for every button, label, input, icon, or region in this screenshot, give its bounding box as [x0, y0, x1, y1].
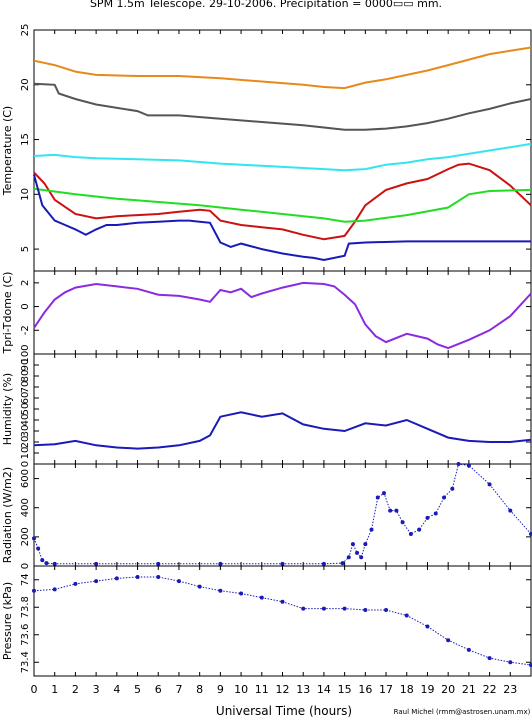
data-point	[425, 624, 430, 629]
data-point	[433, 511, 438, 516]
x-tick-label: 19	[420, 683, 434, 696]
data-point	[36, 546, 41, 551]
x-tick-label: 14	[317, 683, 331, 696]
x-tick-label: 22	[483, 683, 497, 696]
data-point	[400, 520, 405, 525]
x-tick-label: 11	[255, 683, 269, 696]
series-line-cyan	[33, 142, 532, 172]
panel-1: -2 0 2 Tpri-Tdome (C)	[1, 270, 532, 355]
series-line-orange	[33, 46, 532, 90]
panel-4: 73.4 73.6 73.8 74 Pressure (kPa)	[1, 565, 532, 677]
credit-text: Raul Michel (rmm@astrosen.unam.mx)	[394, 708, 531, 716]
y-tick-label: 70	[20, 381, 31, 394]
y-tick-label: 73.8	[20, 596, 31, 618]
data-point	[52, 587, 57, 592]
x-tick-label: 5	[134, 683, 141, 696]
plot-frame	[33, 463, 532, 567]
y-tick-label: 20	[20, 436, 31, 449]
x-tick-label: 0	[31, 683, 38, 696]
data-point	[32, 588, 36, 593]
chart-title: SPM 1.5m Telescope. 29-10-2006. Precipit…	[90, 0, 442, 10]
x-tick-label: 7	[175, 683, 182, 696]
data-point	[114, 576, 119, 581]
y-tick-label: 90	[20, 359, 31, 372]
x-tick-label: 6	[155, 683, 162, 696]
panel-3: 0 200 400 600 Radiation (W/m2)	[1, 462, 532, 569]
data-point	[321, 561, 326, 566]
data-point	[176, 579, 181, 584]
x-tick-label: 15	[338, 683, 352, 696]
x-tick-label: 20	[441, 683, 455, 696]
y-tick-label: 74	[20, 573, 31, 586]
panel-0: 5 10 15 20 25 Temperature (C)	[1, 24, 532, 272]
series-trace-blue	[33, 576, 532, 666]
y-axis-label: Tpri-Tdome (C)	[1, 272, 14, 355]
data-point	[466, 647, 471, 652]
y-tick-label: 40	[20, 414, 31, 427]
series-line-purple	[33, 281, 532, 350]
y-tick-label: 25	[20, 24, 31, 37]
x-tick-label: 4	[113, 683, 120, 696]
data-point	[197, 584, 202, 589]
data-point	[135, 575, 140, 579]
data-point	[156, 561, 161, 566]
y-tick-label: 0	[20, 461, 31, 467]
y-tick-label: 15	[20, 133, 31, 146]
data-point	[425, 515, 430, 520]
y-tick-label: -2	[20, 325, 31, 335]
y-tick-label: 5	[20, 246, 31, 252]
data-point	[363, 542, 368, 547]
x-tick-label: 13	[296, 683, 310, 696]
x-tick-label: 8	[196, 683, 203, 696]
x-tick-label: 16	[358, 683, 372, 696]
plot-frame	[33, 565, 532, 677]
y-tick-label: 400	[20, 498, 31, 517]
x-tick-label: 1	[51, 683, 58, 696]
y-tick-label: 10	[20, 188, 31, 201]
y-tick-label: 30	[20, 425, 31, 438]
data-point	[156, 575, 161, 579]
y-tick-label: 2	[20, 280, 31, 286]
y-tick-label: 20	[20, 78, 31, 91]
y-tick-label: 600	[20, 469, 31, 488]
x-axis-label: Universal Time (hours)	[216, 704, 352, 718]
data-point	[384, 608, 389, 612]
plot-frame	[33, 270, 532, 355]
series-line-red	[33, 162, 532, 241]
series-line-blue	[33, 174, 531, 262]
x-tick-label: 3	[93, 683, 100, 696]
x-tick-label: 10	[234, 683, 248, 696]
y-tick-label: 50	[20, 403, 31, 416]
y-axis-label: Radiation (W/m2)	[1, 467, 14, 563]
y-tick-label: 73.6	[20, 624, 31, 646]
y-tick-label: 0	[20, 303, 31, 309]
y-axis-label: Pressure (kPa)	[1, 582, 14, 660]
x-tick-label: 9	[217, 683, 224, 696]
x-tick-label: 23	[503, 683, 517, 696]
y-tick-label: 73.4	[20, 651, 31, 673]
y-tick-label: 10	[20, 447, 31, 460]
x-tick-label: 2	[72, 683, 79, 696]
y-tick-label: 60	[20, 392, 31, 405]
y-tick-label: 200	[20, 527, 31, 546]
y-tick-label: 0	[20, 563, 31, 569]
plot-frame	[33, 29, 532, 272]
y-tick-label: 100	[20, 344, 31, 363]
series-line-darkgray	[33, 82, 532, 131]
x-tick-label: 12	[276, 683, 290, 696]
y-axis-label: Humidity (%)	[1, 373, 14, 445]
x-tick-label: 18	[400, 683, 414, 696]
series-line-blue	[33, 411, 532, 450]
y-tick-label: 80	[20, 370, 31, 383]
data-point	[239, 591, 244, 596]
x-tick-label: 17	[379, 683, 393, 696]
data-point	[355, 550, 360, 555]
x-tick-label: 21	[462, 683, 476, 696]
y-axis-label: Temperature (C)	[1, 106, 14, 196]
series-line-green	[33, 187, 532, 223]
series-trace-blue	[33, 463, 532, 565]
